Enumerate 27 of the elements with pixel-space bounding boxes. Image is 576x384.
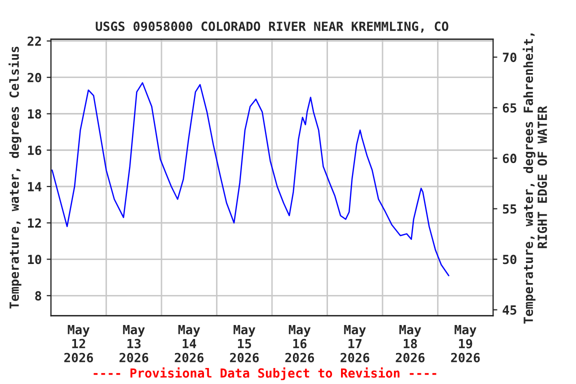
y2-tick-label: 65 bbox=[502, 103, 516, 113]
x-tick-label: May 17 2026 bbox=[340, 325, 370, 362]
y2-tick-label: 50 bbox=[502, 254, 516, 264]
y-tick-label: 10 bbox=[28, 254, 42, 264]
x-tick-label: May 15 2026 bbox=[230, 325, 259, 362]
y2-tick-label: 55 bbox=[502, 204, 516, 214]
x-tick-label: May 16 2026 bbox=[285, 325, 314, 362]
x-tick-label: May 14 2026 bbox=[174, 325, 204, 362]
y-tick-label: 22 bbox=[28, 36, 41, 46]
chart-title: USGS 09058000 COLORADO RIVER NEAR KREMMLING, CO bbox=[96, 22, 448, 33]
y2-tick-label: 45 bbox=[502, 305, 516, 315]
y2-axis-title: Temperature, water, degrees Fahrenheit, RIGHT EDGE OF WATER bbox=[522, 33, 548, 324]
y-tick-label: 20 bbox=[28, 72, 42, 82]
y-tick-label: 18 bbox=[28, 109, 42, 119]
y-tick-label: 8 bbox=[35, 291, 42, 301]
y2-tick-label: 70 bbox=[502, 52, 516, 62]
x-tick-label: May 12 2026 bbox=[64, 325, 93, 362]
y2-tick-label: 60 bbox=[502, 154, 516, 164]
x-tick-label: May 13 2026 bbox=[120, 325, 148, 362]
x-tick-label: May 18 2026 bbox=[396, 325, 425, 362]
y-tick-label: 16 bbox=[28, 146, 42, 156]
line-series bbox=[52, 82, 450, 276]
text: ---- Provisional Data Subject to Revision ---- bbox=[94, 367, 436, 380]
y-tick-label: 14 bbox=[28, 182, 42, 192]
y-tick-label: 12 bbox=[28, 218, 41, 228]
x-tick-label: May 19 2026 bbox=[451, 325, 480, 362]
y-axis-title: Temperature, water, degrees Celsius bbox=[8, 46, 22, 309]
